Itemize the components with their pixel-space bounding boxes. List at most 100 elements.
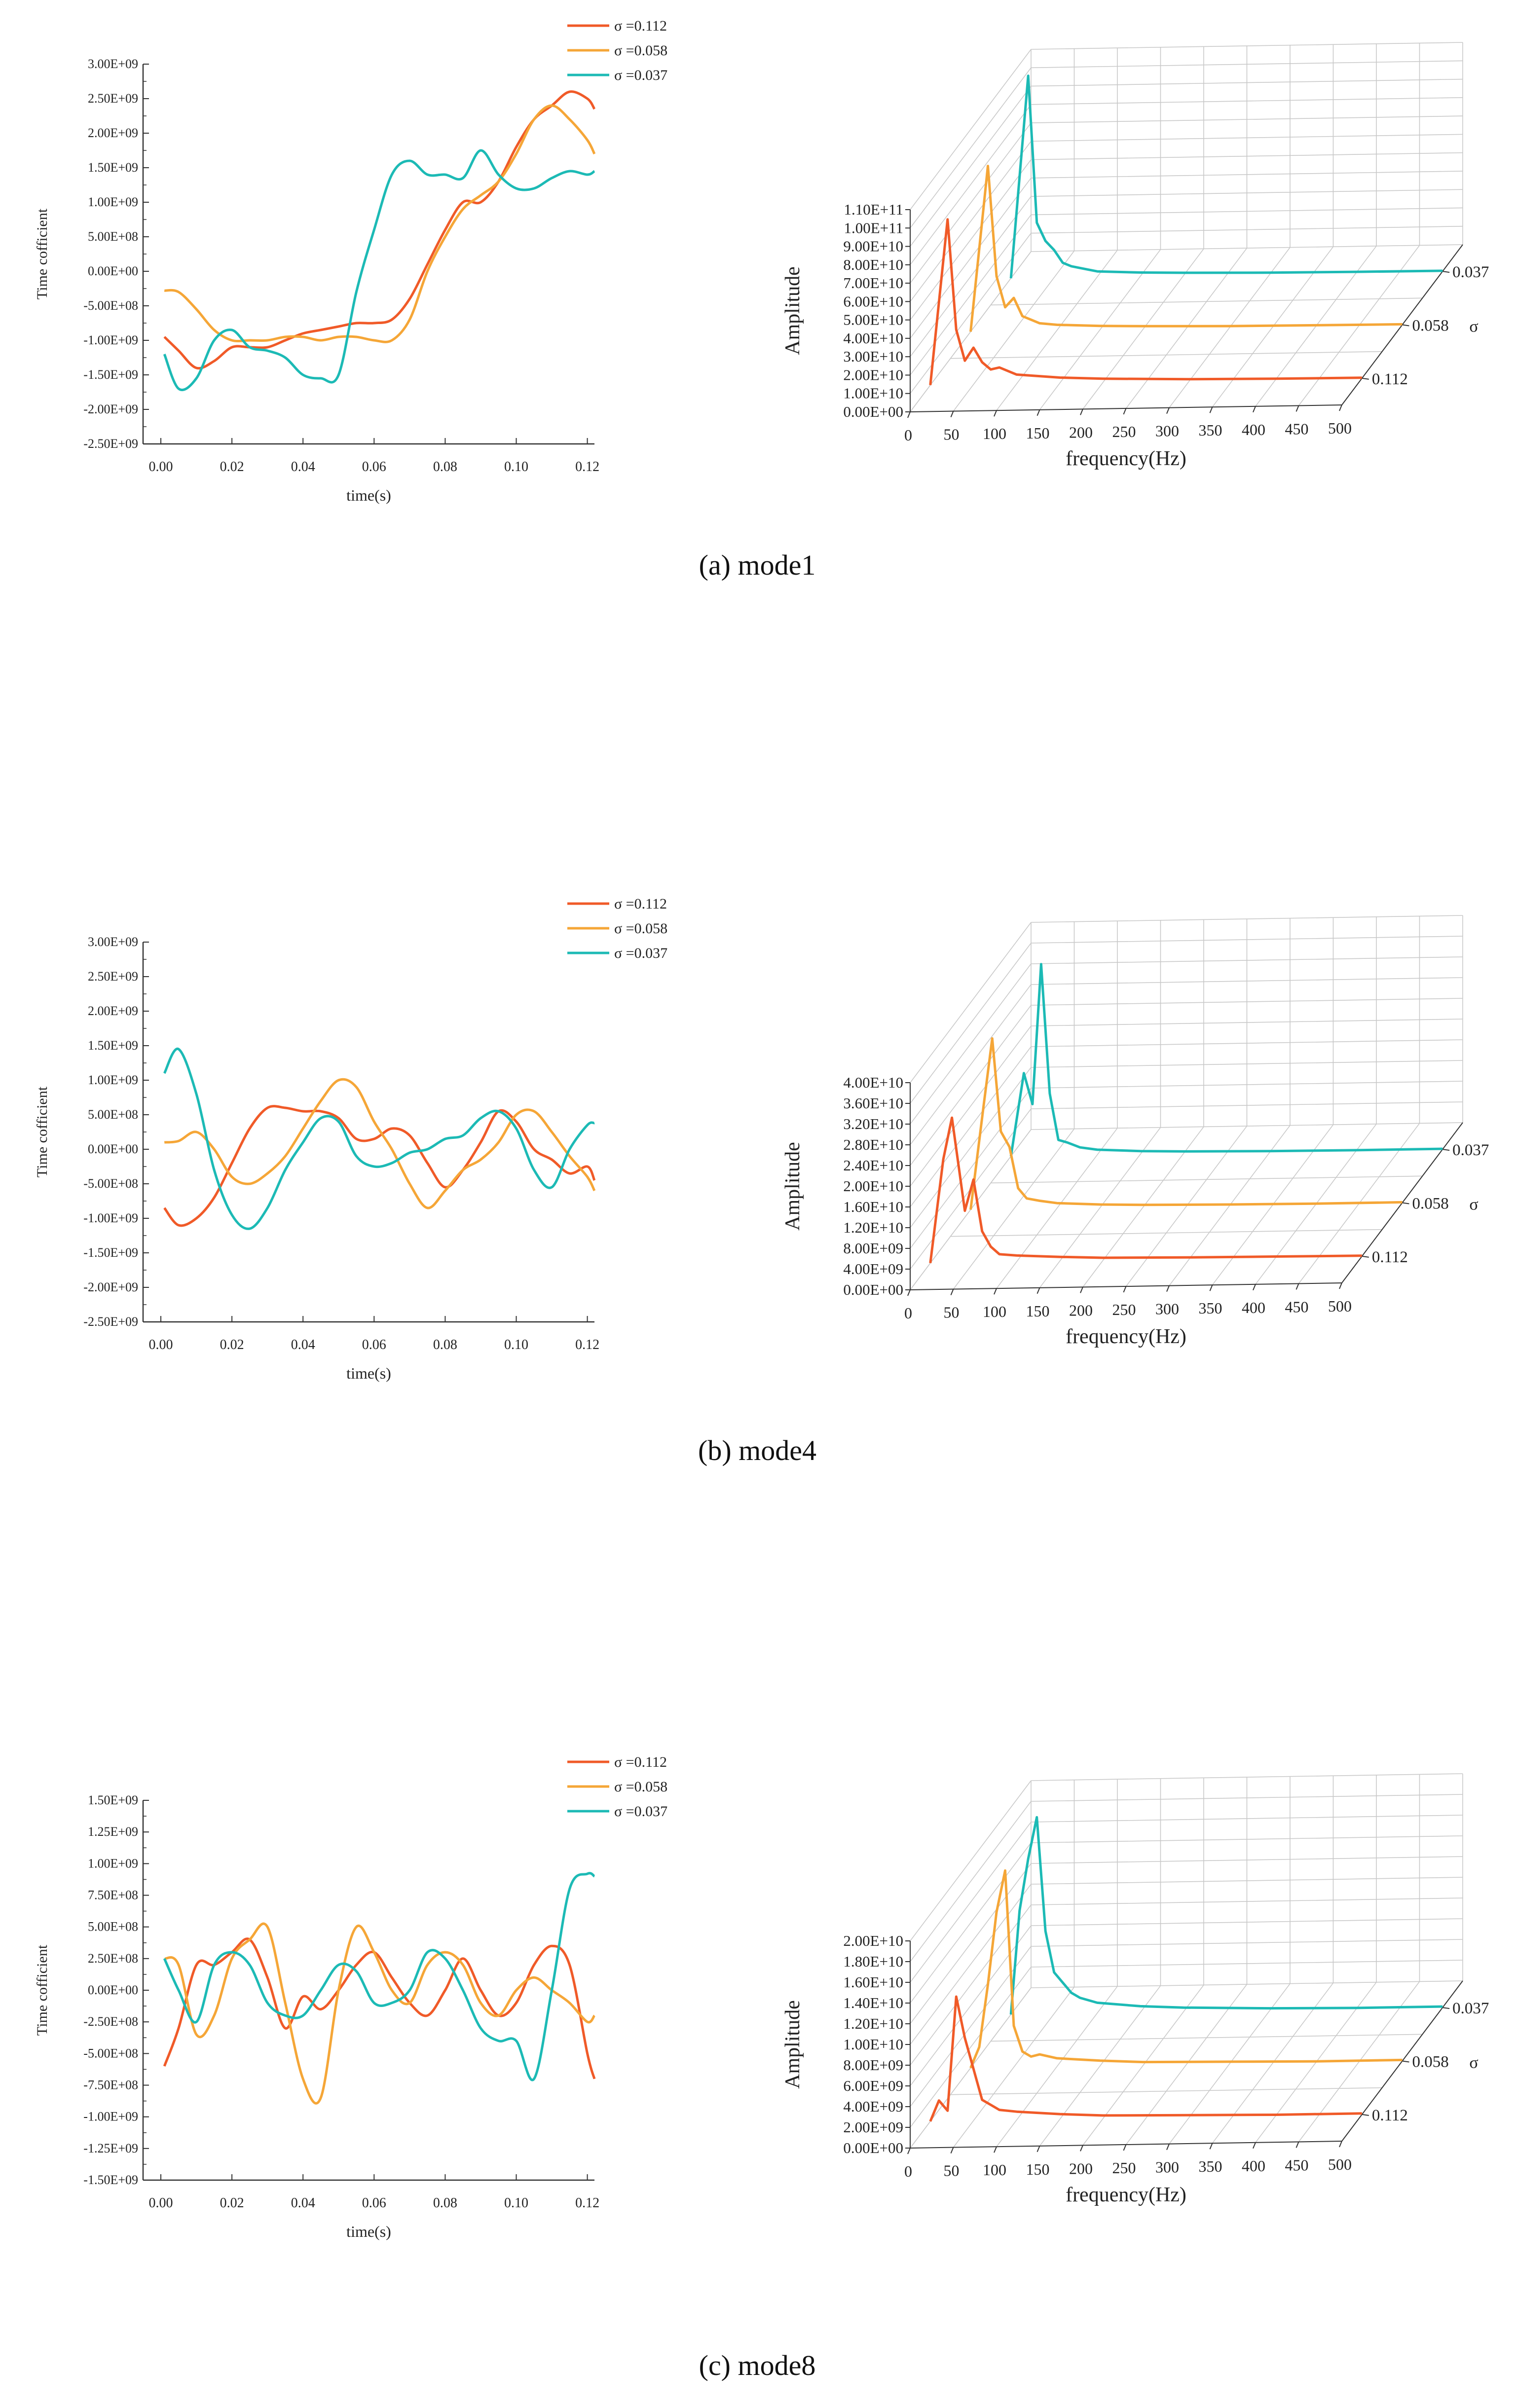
series-line-3 <box>163 1048 595 1230</box>
side-grid-line <box>910 214 1032 375</box>
floor-grid-line <box>991 297 1423 306</box>
spectrum-line-0.112 <box>929 1995 1362 2122</box>
y-tick-label: -1.50E+09 <box>83 2173 138 2187</box>
back-grid-hline <box>1031 915 1463 923</box>
sigma-axis-label: σ <box>1469 1196 1478 1214</box>
legend: σ =0.112 σ =0.058 σ =0.037 <box>567 1754 667 1820</box>
freq-tick <box>994 2146 997 2153</box>
time-chart: 3.00E+09 2.50E+09 2.00E+09 1.50E+09 1.00E+09… <box>34 18 667 504</box>
y-tick-label: -7.50E+08 <box>83 2078 138 2092</box>
floor-grid-line <box>1125 1984 1248 2145</box>
x-tick-label: 0.12 <box>575 459 599 474</box>
spectrum-line-0.058 <box>969 1869 1403 2069</box>
freq-tick <box>907 411 911 418</box>
series-line-2 <box>164 1078 596 1209</box>
side-grid-line <box>910 1884 1032 2045</box>
y-tick-label: 0.00E+00 <box>88 1142 138 1156</box>
amp-tick-label: 2.40E+10 <box>843 1157 903 1174</box>
back-grid-hline <box>1031 1939 1463 1947</box>
freq-tick-label: 200 <box>1069 1301 1093 1319</box>
freq-tick <box>1339 404 1342 411</box>
amp-tick-label: 8.00E+09 <box>843 1240 903 1257</box>
freq-tick-label: 0 <box>904 1304 912 1322</box>
floor-grid-line <box>950 1229 1382 1237</box>
x-tick-label: 0.08 <box>433 1337 457 1352</box>
back-grid-hline <box>1031 134 1463 142</box>
amp-tick-label: 1.00E+11 <box>844 219 903 236</box>
sigma-tick <box>1362 2114 1369 2116</box>
floor-grid-line <box>1039 1985 1161 2147</box>
y-tick-label: 2.50E+09 <box>88 91 138 106</box>
amp-tick-label: 1.00E+10 <box>843 385 903 402</box>
back-grid-hline <box>1031 1773 1463 1781</box>
floor-grid-line <box>1169 247 1291 408</box>
freq-tick-label: 0 <box>904 426 912 444</box>
y-tick-label: -1.25E+09 <box>83 2141 138 2155</box>
sigma-tick <box>1442 1149 1450 1151</box>
y-tick-label: 1.50E+09 <box>88 1793 138 1807</box>
amp-tick-label: 2.80E+10 <box>843 1136 903 1153</box>
series-line-1 <box>163 1105 596 1227</box>
y-tick-label: 0.00E+00 <box>88 264 138 278</box>
freq-tick <box>1123 1286 1127 1293</box>
x-tick-label: 0.08 <box>433 2195 457 2211</box>
sigma-tick-label: 0.037 <box>1452 1141 1489 1159</box>
legend-label: σ =0.058 <box>614 1779 667 1795</box>
y-tick-label: 2.00E+09 <box>88 126 138 140</box>
y-tick-label: 1.00E+09 <box>88 1856 138 1870</box>
x-tick-label: 0.04 <box>291 1337 315 1352</box>
freq-tick-label: 300 <box>1155 422 1179 440</box>
freq-tick-label: 500 <box>1328 2155 1352 2173</box>
x-tick-label: 0.10 <box>504 1337 528 1352</box>
freq-tick <box>950 2147 954 2153</box>
floor-grid-line <box>1039 249 1161 410</box>
y-tick-label: 5.00E+08 <box>88 1107 138 1122</box>
sigma-tick-label: 0.112 <box>1372 2107 1408 2124</box>
floor-grid-line <box>1125 1126 1248 1287</box>
side-grid-line <box>910 196 1032 357</box>
y-axis-label: Time cofficient <box>34 208 50 299</box>
spectrum-chart: 0.00E+00 4.00E+09 8.00E+09 1.20E+10 1.60E+10… <box>781 915 1489 1348</box>
series-line-2 <box>164 1922 596 2105</box>
legend-label: σ =0.037 <box>614 945 667 961</box>
legend-label: σ =0.112 <box>614 18 667 34</box>
sigma-tick-label: 0.058 <box>1412 317 1449 335</box>
x-tick-label: 0.04 <box>291 2195 315 2211</box>
back-grid-hline <box>1031 1877 1463 1885</box>
sigma-tick <box>1362 1255 1369 1258</box>
floor-grid-line <box>953 1129 1075 1290</box>
freq-tick <box>1036 2146 1040 2153</box>
spectrum-chart: 0.00E+001.00E+10 2.00E+103.00E+104.00E+10… <box>781 42 1489 470</box>
freq-tick-label: 150 <box>1026 1302 1050 1320</box>
series-line-1 <box>163 1937 596 2080</box>
freq-tick-label: 100 <box>983 425 1006 442</box>
freq-tick <box>907 1289 911 1296</box>
side-grid-line <box>910 141 1032 302</box>
freq-tick <box>1339 2141 1342 2148</box>
freq-tick-label: 100 <box>983 1303 1006 1320</box>
freq-tick-label: 150 <box>1026 424 1050 442</box>
freq-tick <box>994 1288 997 1295</box>
freq-tick-label: 250 <box>1112 1301 1136 1318</box>
sigma-axis-label: σ <box>1469 2054 1478 2072</box>
freq-tick <box>907 2148 911 2154</box>
floor-grid-line <box>1125 248 1248 409</box>
floor-grid-line <box>996 250 1118 411</box>
back-grid-hline <box>1031 1039 1463 1047</box>
amp-tick-label: 4.00E+09 <box>843 2098 903 2115</box>
freq-tick <box>1166 407 1170 414</box>
y-tick-label: 2.50E+08 <box>88 1951 138 1966</box>
freq-tick <box>1080 2145 1083 2152</box>
y-tick-label: -5.00E+08 <box>83 298 138 313</box>
sigma-tick-label: 0.112 <box>1372 370 1408 388</box>
y-axis-label: Time cofficient <box>34 1944 50 2036</box>
side-grid-line <box>910 67 1032 228</box>
freq-tick <box>1253 2142 1256 2149</box>
y-tick-label: 7.50E+08 <box>88 1888 138 1902</box>
panel-caption: (c) mode8 <box>699 2349 816 2381</box>
back-grid-hline <box>1031 1835 1463 1843</box>
amp-tick-label: 2.00E+09 <box>843 2118 903 2136</box>
amp-tick-label: 1.60E+10 <box>843 1198 903 1215</box>
back-grid-hline <box>1031 1960 1463 1968</box>
back-grid-hline <box>1031 1019 1463 1026</box>
